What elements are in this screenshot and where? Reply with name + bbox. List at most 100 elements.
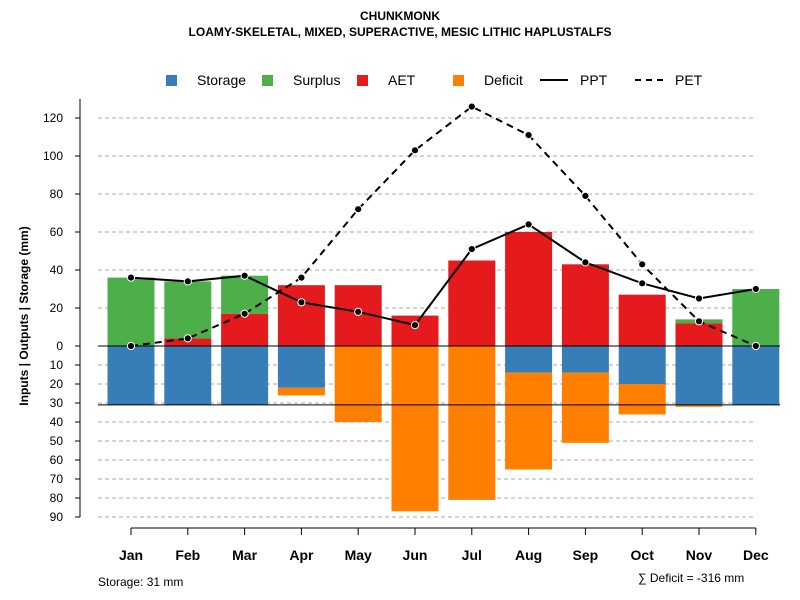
- x-tick-label-jun: Jun: [403, 547, 428, 563]
- pet-line: [130, 105, 757, 347]
- y-tick-label-lower-50: 50: [50, 434, 64, 448]
- bar-storage-sep: [561, 346, 609, 373]
- bar-aet-jul: [448, 260, 496, 346]
- x-tick-label-jan: Jan: [119, 547, 143, 563]
- y-tick-label-upper-40: 40: [50, 263, 64, 277]
- y-tick-label-upper-0: 0: [56, 339, 63, 353]
- bar-deficit-oct: [618, 384, 666, 415]
- bar-deficit-apr: [277, 387, 325, 396]
- legend-ppt-label: PPT: [580, 72, 608, 88]
- y-tick-label-lower-30: 30: [50, 396, 64, 410]
- y-tick-label-upper-120: 120: [43, 111, 63, 125]
- ppt-point-apr: [297, 298, 306, 307]
- pet-point-jul: [467, 102, 476, 111]
- deficit-footnote: ∑ Deficit = -316 mm: [638, 571, 745, 585]
- x-tick-label-nov: Nov: [686, 547, 713, 563]
- y-tick-label-upper-100: 100: [43, 149, 63, 163]
- legend: Storage Surplus AET Deficit PPT PET: [0, 70, 800, 90]
- bar-aet-oct: [618, 294, 666, 346]
- bar-storage-aug: [505, 346, 553, 373]
- bar-deficit-nov: [675, 404, 723, 407]
- bar-storage-feb: [164, 346, 212, 405]
- legend-storage-label: Storage: [197, 72, 247, 88]
- pet-point-dec: [751, 341, 760, 351]
- ppt-point-may: [354, 307, 363, 316]
- ppt-point-jan: [126, 273, 136, 282]
- ppt-point-dec: [751, 284, 760, 294]
- pet-point-jun: [410, 146, 420, 155]
- ppt-point-jun: [410, 321, 420, 330]
- bar-surplus-dec: [732, 289, 780, 346]
- pet-point-oct: [638, 260, 647, 269]
- ppt-line: [130, 223, 756, 327]
- bar-storage-jan: [107, 346, 155, 405]
- bar-aet-mar: [221, 313, 269, 346]
- legend-ppt: PPT: [540, 70, 607, 90]
- pet-point-sep: [581, 191, 590, 200]
- pet-point-apr: [297, 273, 306, 282]
- legend-deficit-swatch: [453, 74, 464, 86]
- bar-storage-nov: [675, 346, 723, 405]
- ppt-point-feb: [183, 277, 192, 286]
- x-tick-label-may: May: [345, 547, 372, 563]
- y-tick-label-upper-60: 60: [50, 225, 64, 239]
- x-tick-label-sep: Sep: [573, 547, 599, 563]
- pet-point-mar: [240, 309, 249, 318]
- pet-point-nov: [694, 317, 704, 326]
- legend-storage: Storage: [166, 70, 246, 90]
- bar-deficit-sep: [561, 372, 609, 443]
- y-tick-label-lower-40: 40: [50, 415, 64, 429]
- bar-deficit-jun: [391, 346, 439, 512]
- bar-surplus-jan: [107, 277, 155, 346]
- legend-surplus-label: Surplus: [293, 72, 341, 88]
- legend-surplus-swatch: [262, 74, 273, 86]
- x-tick-label-aug: Aug: [515, 547, 542, 563]
- bar-deficit-aug: [505, 372, 553, 470]
- bar-aet-jun: [391, 315, 439, 346]
- x-tick-label-jul: Jul: [462, 547, 482, 563]
- legend-deficit: Deficit: [453, 70, 523, 90]
- y-tick-label-lower-10: 10: [50, 358, 64, 372]
- bar-aet-aug: [505, 232, 553, 346]
- y-tick-label-upper-20: 20: [50, 301, 64, 315]
- ppt-point-oct: [638, 279, 647, 288]
- ppt-point-nov: [694, 294, 704, 303]
- ppt-point-sep: [581, 258, 590, 267]
- y-tick-label-lower-80: 80: [50, 491, 64, 505]
- bar-storage-dec: [732, 346, 780, 405]
- ppt-point-jul: [467, 245, 476, 254]
- y-tick-label-lower-90: 90: [50, 510, 64, 524]
- x-tick-label-mar: Mar: [232, 547, 257, 563]
- x-tick-label-dec: Dec: [743, 547, 769, 563]
- x-tick-label-apr: Apr: [289, 547, 314, 563]
- bar-deficit-may: [334, 346, 382, 422]
- legend-aet-label: AET: [388, 72, 416, 88]
- pet-point-aug: [524, 131, 533, 140]
- y-axis-label: Inputs | Outputs | Storage (mm): [17, 226, 31, 405]
- bar-aet-sep: [561, 264, 609, 346]
- legend-surplus: Surplus: [262, 70, 340, 90]
- x-tick-label-feb: Feb: [175, 547, 200, 563]
- y-tick-label-upper-80: 80: [50, 187, 64, 201]
- bar-storage-oct: [618, 346, 666, 384]
- legend-ppt-line: [540, 79, 568, 81]
- bar-storage-mar: [221, 346, 269, 405]
- y-tick-label-lower-20: 20: [50, 377, 64, 391]
- storage-footnote: Storage: 31 mm: [98, 575, 184, 589]
- legend-aet-swatch: [357, 74, 368, 86]
- legend-deficit-label: Deficit: [484, 72, 523, 88]
- pet-point-may: [354, 205, 363, 214]
- legend-storage-swatch: [166, 74, 177, 86]
- legend-pet: PET: [635, 70, 702, 90]
- x-tick-label-oct: Oct: [631, 547, 655, 563]
- legend-pet-line: [635, 79, 663, 81]
- ppt-point-mar: [240, 271, 249, 280]
- bar-surplus-feb: [164, 281, 212, 339]
- bar-surplus-mar: [221, 275, 269, 314]
- chart-title: CHUNKMONK: [360, 9, 440, 23]
- ppt-point-aug: [524, 220, 533, 229]
- bar-aet-nov: [675, 323, 723, 346]
- bar-storage-apr: [277, 346, 325, 388]
- chart-subtitle: LOAMY-SKELETAL, MIXED, SUPERACTIVE, MESI…: [188, 25, 612, 39]
